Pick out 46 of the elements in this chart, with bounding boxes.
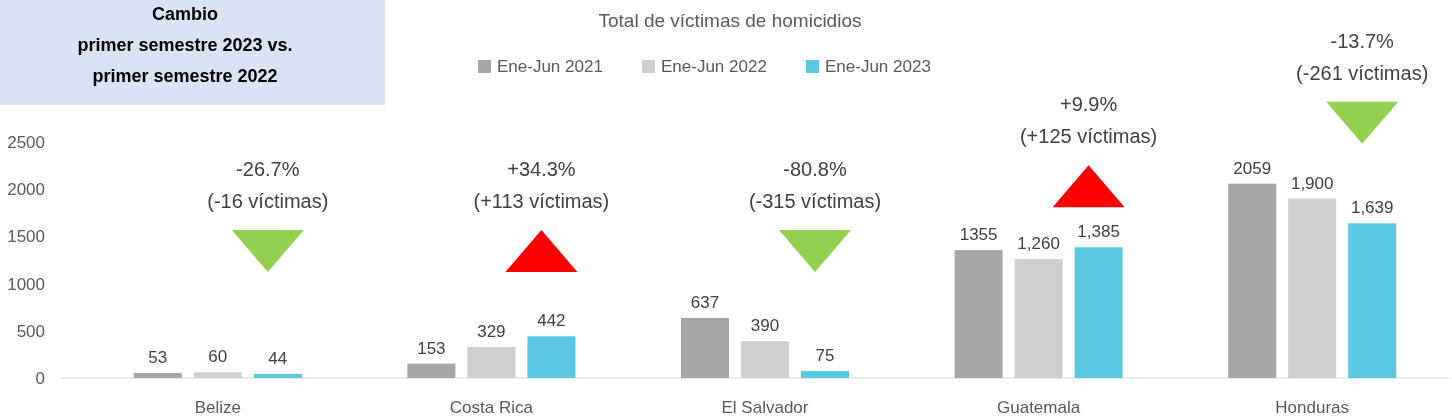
- legend-label: Ene-Jun 2022: [661, 57, 767, 76]
- data-label: 1,639: [1350, 198, 1394, 218]
- data-label: 44: [268, 348, 288, 368]
- data-label: 1,900: [1290, 173, 1334, 193]
- data-label: 60: [208, 347, 228, 367]
- y-tick-label: 1500: [7, 227, 45, 247]
- annotation: +34.3% (+113 víctimas): [473, 158, 610, 212]
- annotation: +9.9% (+125 víctimas): [1019, 93, 1158, 148]
- annotation: -26.7% (-16 víctimas): [207, 158, 329, 212]
- x-tick-label: El Salvador: [721, 398, 809, 417]
- data-label: 329: [477, 321, 506, 341]
- data-label: 75: [815, 345, 835, 365]
- bar: [801, 370, 849, 378]
- data-label: 442: [537, 311, 566, 331]
- data-label: 53: [148, 348, 168, 367]
- bar: [1228, 183, 1277, 378]
- bar: [527, 336, 576, 378]
- data-label: 1355: [959, 225, 998, 245]
- legend-label: Ene-Jun 2023: [825, 57, 931, 76]
- bar: [253, 373, 302, 378]
- annotation: -80.8% (-315 víctimas): [748, 158, 882, 212]
- y-tick-label: 1000: [7, 274, 45, 294]
- data-label: 2059: [1233, 158, 1272, 178]
- x-tick-label: Belize: [194, 398, 241, 417]
- bar: [1074, 247, 1123, 378]
- bar: [133, 373, 182, 378]
- data-label: 390: [750, 316, 780, 336]
- x-tick-label: Costa Rica: [449, 398, 534, 417]
- bar: [954, 250, 1003, 378]
- text: Cambio primer semestre 2023 vs. primer semestre 2022: [77, 4, 293, 86]
- data-label: 1,385: [1077, 222, 1120, 242]
- data-label: 153: [417, 338, 446, 358]
- x-tick-label: Honduras: [1275, 398, 1350, 417]
- y-tick-label: 2000: [7, 180, 45, 200]
- x-tick-label: Guatemala: [997, 398, 1081, 417]
- bar: [681, 317, 729, 378]
- y-tick-label: 0: [35, 369, 45, 388]
- chart-title: Total de víctimas de homicidios: [598, 10, 862, 31]
- y-tick-label: 500: [16, 321, 45, 341]
- bar: [407, 363, 456, 378]
- text: -13.7% (-261 víctimas): [1296, 29, 1429, 84]
- bar: [1348, 223, 1397, 378]
- data-label: 1,260: [1017, 234, 1060, 254]
- y-tick-label: 2500: [7, 133, 45, 152]
- legend-label: Ene-Jun 2021: [497, 57, 603, 76]
- data-label: 637: [690, 292, 720, 312]
